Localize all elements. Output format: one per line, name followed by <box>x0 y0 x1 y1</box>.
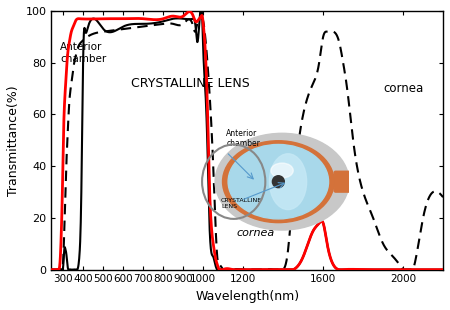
Text: Anterior
chamber: Anterior chamber <box>60 42 107 64</box>
X-axis label: Wavelength(nm): Wavelength(nm) <box>195 290 299 303</box>
Text: CRYSTALLINE LENS: CRYSTALLINE LENS <box>131 77 250 90</box>
Text: cornea: cornea <box>383 82 423 95</box>
Y-axis label: Transmittance(%): Transmittance(%) <box>7 85 20 196</box>
